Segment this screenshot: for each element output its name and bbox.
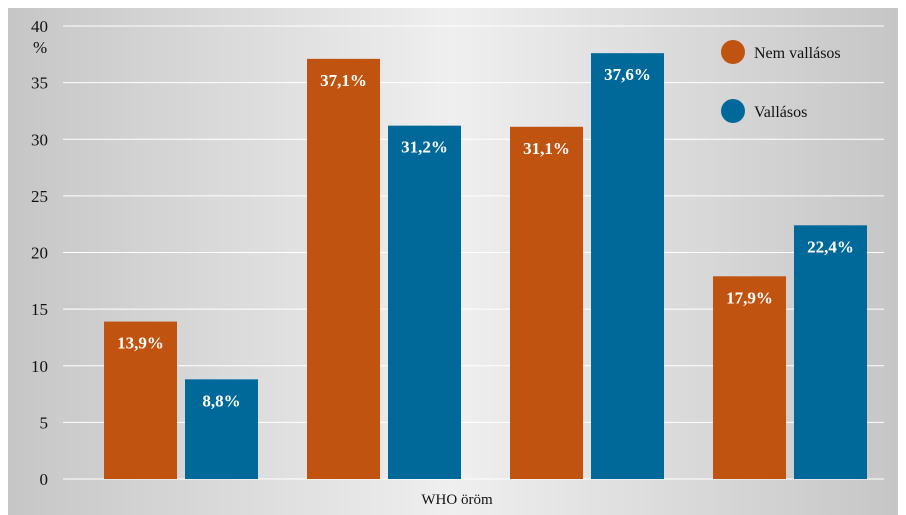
data-label: 8,8% xyxy=(202,391,240,410)
data-label: 17,9% xyxy=(726,288,773,307)
bar xyxy=(307,58,380,479)
y-tick-label: 25 xyxy=(31,187,48,206)
y-tick-label: 0 xyxy=(40,470,49,489)
bar xyxy=(510,126,583,479)
y-tick-label: 5 xyxy=(40,413,49,432)
y-tick-label: 35 xyxy=(31,74,48,93)
data-label: 13,9% xyxy=(117,334,164,353)
legend-marker xyxy=(721,99,745,123)
y-unit-label: % xyxy=(33,38,47,57)
y-tick-label: 40 xyxy=(31,17,48,36)
data-label: 37,1% xyxy=(320,71,367,90)
bar xyxy=(185,379,258,479)
legend-label: Nem vallásos xyxy=(754,45,841,62)
bar xyxy=(591,53,664,480)
data-label: 31,2% xyxy=(401,138,448,157)
bar xyxy=(794,225,867,479)
y-tick-label: 20 xyxy=(31,244,48,263)
data-label: 22,4% xyxy=(807,237,854,256)
legend: Nem vallásos Vallásos xyxy=(721,40,841,123)
data-labels: 13,9% 37,1% 31,1% 17,9% 8,8% 31,2% 37,6% 22,4% xyxy=(117,65,854,410)
y-tick-label: 10 xyxy=(31,357,48,376)
legend-marker xyxy=(721,40,745,64)
bar xyxy=(713,276,786,479)
y-tick-label: 30 xyxy=(31,130,48,149)
y-axis: 0 5 10 15 20 25 30 35 40 xyxy=(31,17,48,489)
data-label: 31,1% xyxy=(523,139,570,158)
legend-label: Vallásos xyxy=(754,104,807,121)
bar xyxy=(388,125,461,479)
bars xyxy=(104,53,867,480)
bar xyxy=(104,321,177,479)
data-label: 37,6% xyxy=(604,65,651,84)
x-axis-label: WHO öröm xyxy=(421,492,493,508)
y-tick-label: 15 xyxy=(31,300,48,319)
